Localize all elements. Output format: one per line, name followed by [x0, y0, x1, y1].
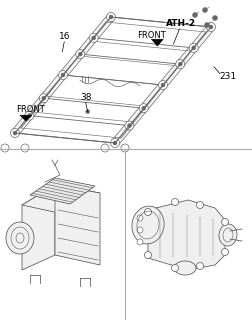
Ellipse shape [172, 198, 178, 205]
Ellipse shape [197, 202, 204, 209]
Ellipse shape [21, 144, 29, 152]
Ellipse shape [222, 219, 229, 226]
Ellipse shape [125, 121, 134, 130]
Ellipse shape [61, 73, 65, 77]
Polygon shape [12, 14, 114, 136]
Polygon shape [22, 185, 55, 270]
Text: 16: 16 [58, 32, 70, 41]
Polygon shape [151, 39, 163, 46]
Ellipse shape [176, 60, 185, 68]
Polygon shape [112, 24, 214, 146]
Ellipse shape [209, 25, 213, 29]
Ellipse shape [219, 224, 237, 246]
Ellipse shape [13, 131, 17, 135]
Ellipse shape [205, 22, 209, 28]
Ellipse shape [107, 12, 115, 21]
Text: 231: 231 [219, 72, 237, 81]
Ellipse shape [58, 70, 68, 79]
Ellipse shape [174, 261, 196, 275]
Text: ATH-2: ATH-2 [166, 20, 197, 28]
Polygon shape [20, 115, 32, 121]
Ellipse shape [137, 215, 143, 221]
Text: FRONT: FRONT [137, 31, 166, 40]
Ellipse shape [222, 249, 229, 255]
Ellipse shape [6, 222, 34, 254]
Ellipse shape [212, 15, 217, 20]
Ellipse shape [193, 12, 198, 18]
Ellipse shape [89, 33, 98, 42]
Ellipse shape [197, 262, 204, 269]
Ellipse shape [203, 7, 207, 12]
Ellipse shape [144, 209, 151, 215]
Polygon shape [22, 185, 100, 215]
Ellipse shape [189, 44, 198, 52]
Ellipse shape [113, 141, 117, 145]
Ellipse shape [132, 206, 164, 244]
Text: FRONT: FRONT [16, 105, 45, 114]
Ellipse shape [109, 15, 113, 19]
Ellipse shape [11, 129, 19, 138]
Ellipse shape [159, 81, 168, 90]
Ellipse shape [192, 46, 196, 50]
Ellipse shape [1, 144, 9, 152]
Ellipse shape [137, 227, 143, 233]
Ellipse shape [86, 109, 90, 114]
Ellipse shape [172, 265, 178, 271]
Ellipse shape [178, 62, 182, 66]
Ellipse shape [27, 114, 32, 117]
Text: 38: 38 [80, 93, 91, 102]
Ellipse shape [128, 124, 131, 128]
Ellipse shape [39, 94, 48, 103]
Ellipse shape [121, 144, 129, 152]
Ellipse shape [110, 139, 119, 148]
Ellipse shape [161, 83, 165, 87]
Ellipse shape [137, 239, 143, 245]
Polygon shape [55, 185, 100, 265]
Ellipse shape [144, 252, 151, 259]
Ellipse shape [92, 36, 96, 40]
Ellipse shape [78, 52, 82, 56]
Ellipse shape [42, 96, 46, 100]
Ellipse shape [76, 50, 85, 59]
Ellipse shape [206, 22, 215, 31]
Ellipse shape [139, 104, 148, 113]
Ellipse shape [101, 144, 109, 152]
Polygon shape [30, 178, 95, 204]
Ellipse shape [25, 111, 34, 120]
Polygon shape [148, 200, 225, 270]
Ellipse shape [142, 106, 146, 110]
